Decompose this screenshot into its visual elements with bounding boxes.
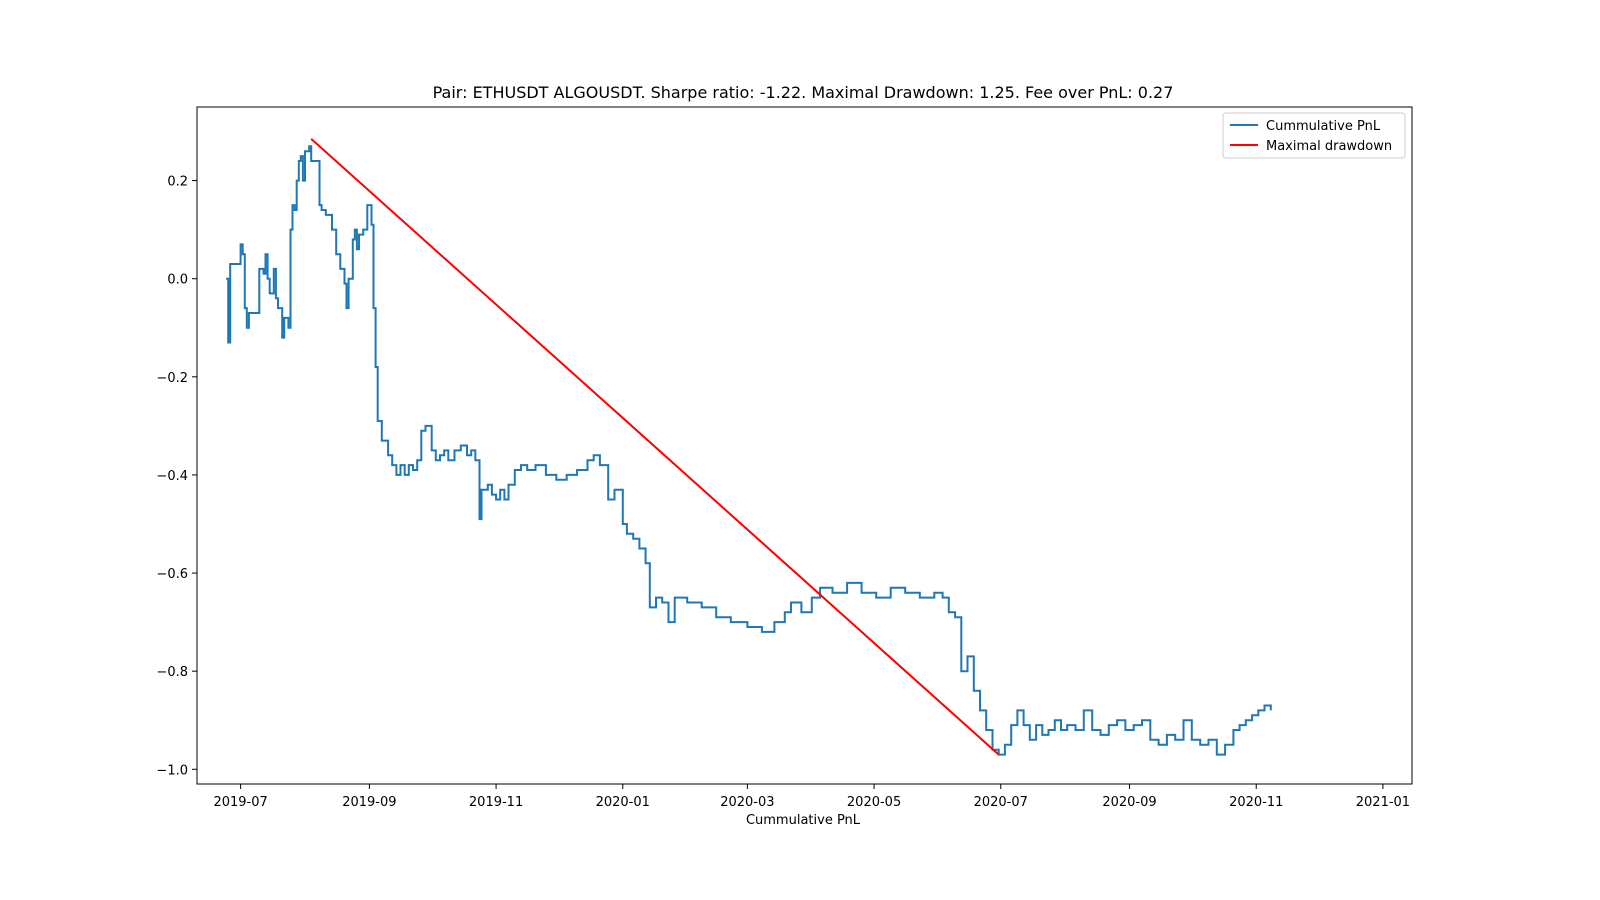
x-tick-label: 2019-11 — [469, 795, 523, 810]
x-tick-label: 2020-05 — [847, 795, 901, 810]
x-tick-label: 2020-01 — [596, 795, 650, 810]
x-tick-label: 2020-07 — [974, 795, 1028, 810]
y-tick-label: −0.4 — [156, 469, 188, 484]
y-tick-label: −0.2 — [156, 371, 188, 386]
x-axis: 2019-07 2019-09 2019-11 2020-01 2020-03 2020-… — [213, 784, 1410, 810]
y-tick-label: 0.2 — [167, 175, 188, 190]
legend-label-cumulative-pnl: Cummulative PnL — [1266, 119, 1381, 134]
y-tick-label: 0.0 — [167, 273, 188, 288]
x-tick-label: 2019-09 — [342, 795, 396, 810]
x-tick-label: 2020-11 — [1229, 795, 1283, 810]
plot-area-frame — [196, 106, 1413, 785]
y-tick-label: −0.6 — [156, 567, 188, 582]
x-tick-label: 2021-01 — [1356, 795, 1410, 810]
y-axis: 0.2 0.0 −0.2 −0.4 −0.6 −0.8 −1.0 — [156, 175, 197, 778]
x-tick-label: 2020-09 — [1102, 795, 1156, 810]
legend-box — [1222, 112, 1406, 159]
x-axis-label: Cummulative PnL — [746, 813, 861, 828]
chart-title: Pair: ETHUSDT ALGOUSDT. Sharpe ratio: -1… — [433, 83, 1174, 102]
series-line-cumulative-pnl — [226, 145, 1272, 756]
series-layer — [226, 138, 1272, 756]
x-tick-label: 2020-03 — [720, 795, 774, 810]
x-tick-label: 2019-07 — [213, 795, 267, 810]
legend: Cummulative PnL Maximal drawdown — [1222, 112, 1406, 159]
y-tick-label: −0.8 — [156, 665, 188, 680]
series-line-maximal-drawdown — [310, 138, 1000, 756]
legend-label-maximal-drawdown: Maximal drawdown — [1266, 139, 1392, 154]
y-tick-label: −1.0 — [156, 763, 188, 778]
